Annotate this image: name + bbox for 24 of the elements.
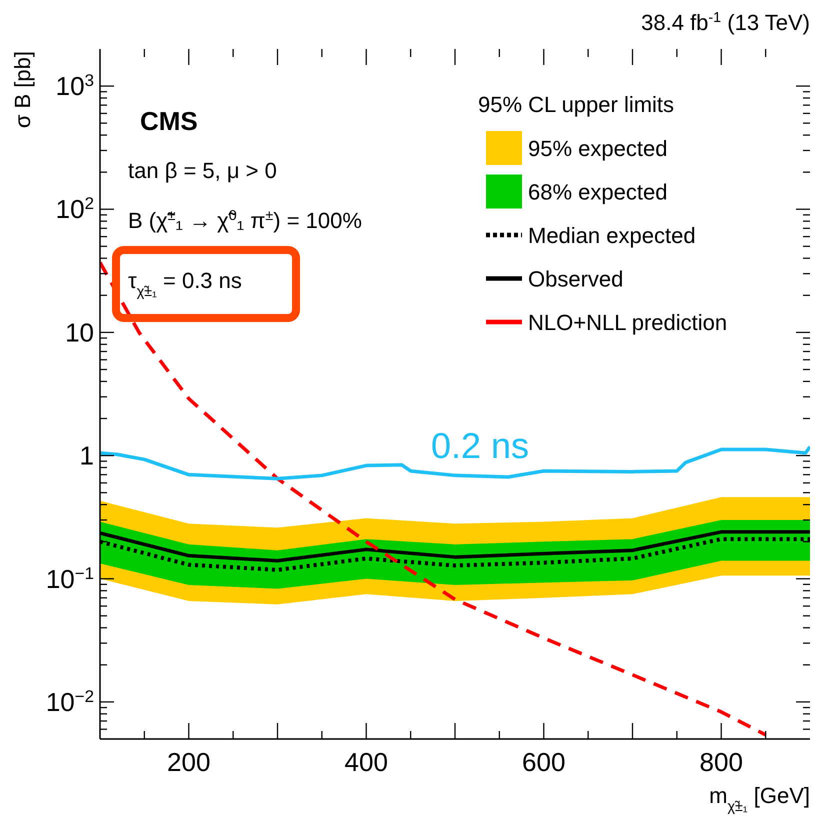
y-tick-label: 10$^{−1}$ [46,563,94,594]
x-axis-title: m$_{χ̃±₁}$ [GeV] [709,783,810,815]
legend-label: 68% expected [528,180,668,204]
legend-label: 95% expected [528,136,668,161]
y-tick-label: 10 [65,317,94,348]
x-tick-label: 600 [522,747,566,777]
annotation: CMS [140,106,198,136]
y-tick-label: 1 [80,440,94,471]
y-tick-label: 10$^{2}$ [56,194,94,224]
annotation: τ$_{χ̃±₁}$ = 0.3 ns [128,268,242,300]
legend-label: Median expected [528,223,696,248]
legend-title: 95% CL upper limits [478,92,674,117]
y-axis-title: σ B [pb] [10,51,35,128]
x-tick-label: 200 [167,747,210,777]
x-tick-label: 800 [700,747,743,777]
legend-label: NLO+NLL prediction [528,310,728,335]
line-series [100,260,768,737]
chart-title: 38.4 fb$^{-1}$ (13 TeV) [641,10,810,35]
y-tick-label: 10$^{−2}$ [46,686,94,717]
annotation: tan β = 5, μ > 0 [128,158,277,183]
y-tick-label: 10$^{3}$ [56,70,94,102]
legend-label: Observed [528,266,624,292]
x-tick-label: 400 [344,747,388,777]
annotation: 0.2 ns [430,425,530,466]
